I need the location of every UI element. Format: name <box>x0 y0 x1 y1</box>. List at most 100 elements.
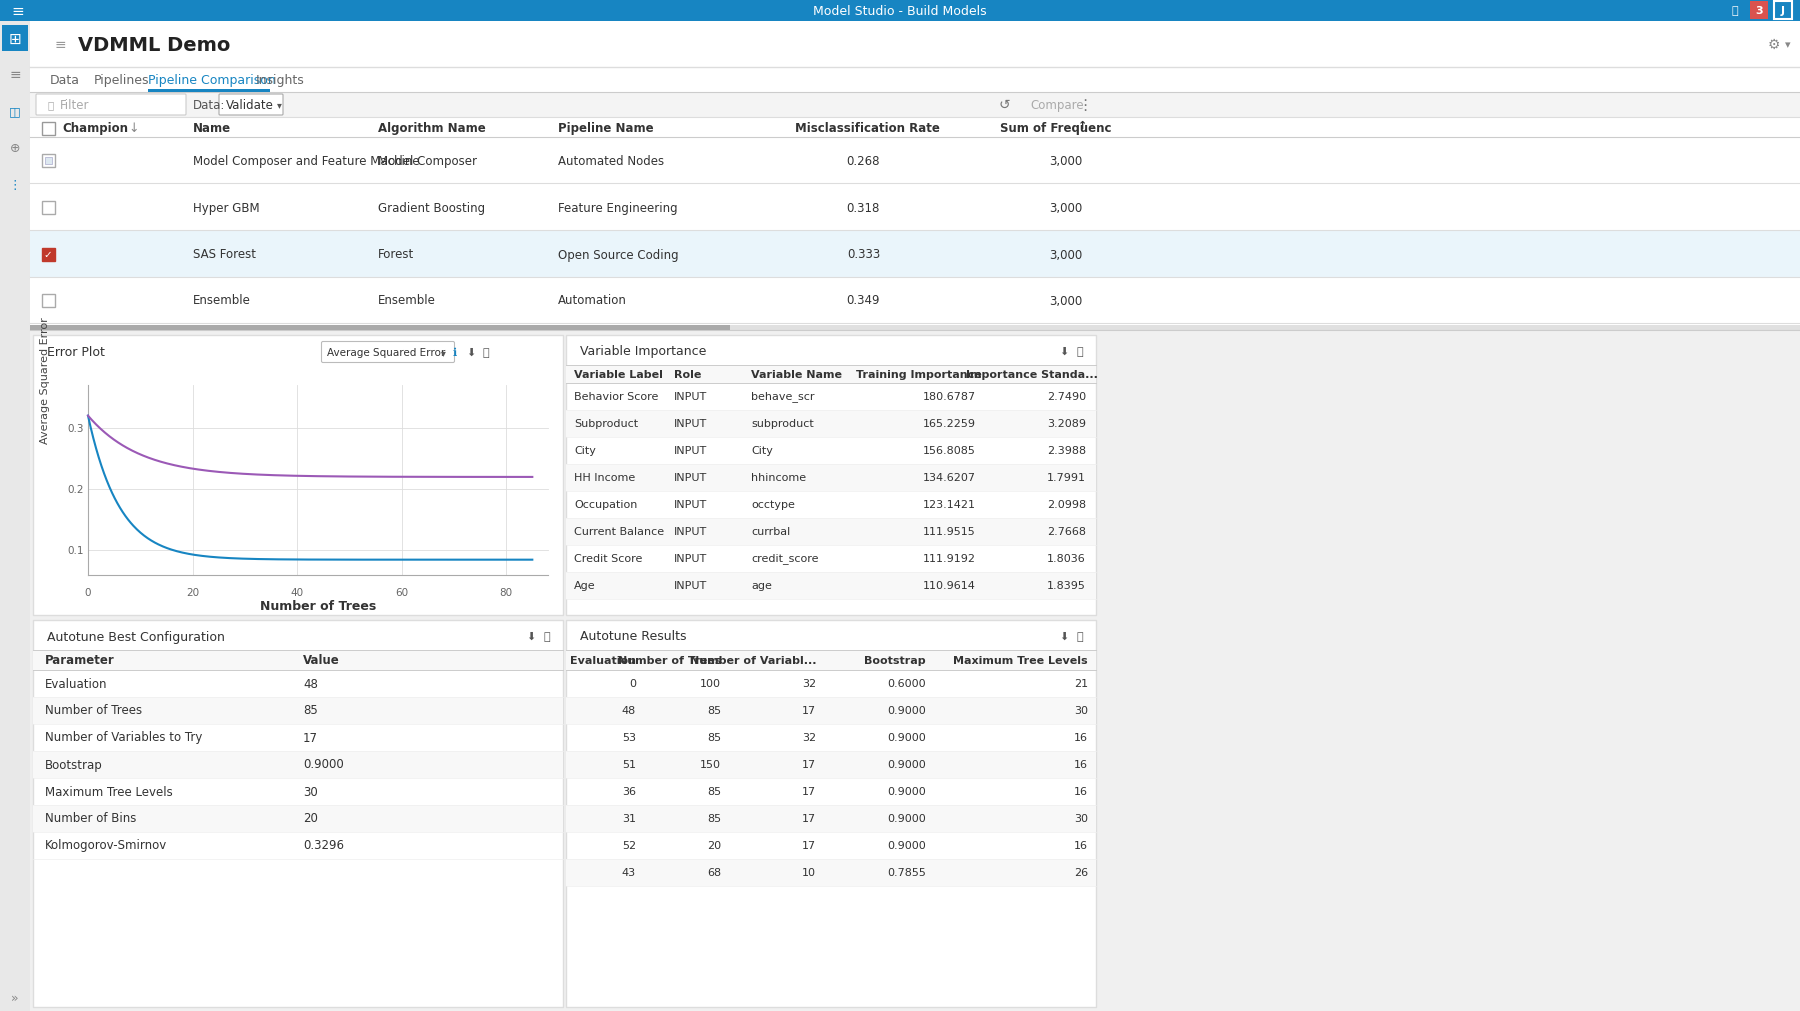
Text: Automation: Automation <box>558 294 626 307</box>
Text: Average Squared Error: Average Squared Error <box>328 348 445 358</box>
Text: 2.3988: 2.3988 <box>1048 446 1085 456</box>
Text: 1.8395: 1.8395 <box>1048 580 1085 590</box>
Text: 80: 80 <box>500 587 513 598</box>
Text: Number of Variables to Try: Number of Variables to Try <box>45 731 202 744</box>
Text: 85: 85 <box>707 706 722 716</box>
Bar <box>41 155 56 168</box>
FancyBboxPatch shape <box>36 95 185 116</box>
Text: Autotune Best Configuration: Autotune Best Configuration <box>47 630 225 643</box>
Text: 134.6207: 134.6207 <box>923 472 976 482</box>
Text: Bootstrap: Bootstrap <box>864 655 925 665</box>
Text: 123.1421: 123.1421 <box>923 499 976 510</box>
Text: 0.318: 0.318 <box>846 201 880 214</box>
Bar <box>31 326 1800 331</box>
Text: 85: 85 <box>707 787 722 797</box>
Text: 51: 51 <box>623 759 635 769</box>
Text: Data: Data <box>50 74 79 86</box>
Text: Ensemble: Ensemble <box>378 294 436 307</box>
Text: Age: Age <box>574 580 596 590</box>
Bar <box>565 366 1096 383</box>
Text: 85: 85 <box>302 704 319 717</box>
Text: 21: 21 <box>1075 678 1087 688</box>
Text: 0: 0 <box>85 587 92 598</box>
Text: INPUT: INPUT <box>673 472 707 482</box>
Text: 40: 40 <box>290 587 304 598</box>
FancyBboxPatch shape <box>322 342 454 363</box>
Text: 30: 30 <box>302 785 319 798</box>
Text: 85: 85 <box>707 732 722 742</box>
Bar <box>31 68 1800 93</box>
Text: 165.2259: 165.2259 <box>923 419 976 429</box>
Text: currbal: currbal <box>751 527 790 537</box>
Text: 10: 10 <box>803 867 815 878</box>
Bar <box>32 621 563 1007</box>
Text: 48: 48 <box>302 676 319 690</box>
Text: INPUT: INPUT <box>673 580 707 590</box>
Text: 0.6000: 0.6000 <box>887 678 925 688</box>
Bar <box>41 249 56 262</box>
Text: 16: 16 <box>1075 732 1087 742</box>
Text: 0.3: 0.3 <box>68 424 85 434</box>
Text: 17: 17 <box>801 813 815 823</box>
Text: behave_scr: behave_scr <box>751 391 814 402</box>
Bar <box>565 621 1096 1007</box>
Text: 0.9000: 0.9000 <box>887 759 925 769</box>
Text: 53: 53 <box>623 732 635 742</box>
Bar <box>32 805 563 832</box>
Text: City: City <box>574 446 596 456</box>
Text: Variable Label: Variable Label <box>574 370 662 379</box>
Text: 3,000: 3,000 <box>1049 294 1082 307</box>
Text: INPUT: INPUT <box>673 527 707 537</box>
Text: Maximum Tree Levels: Maximum Tree Levels <box>954 655 1087 665</box>
Bar <box>148 90 270 93</box>
Text: INPUT: INPUT <box>673 419 707 429</box>
Text: INPUT: INPUT <box>673 446 707 456</box>
Text: Number of Bins: Number of Bins <box>45 812 137 825</box>
Text: 20: 20 <box>302 812 319 825</box>
Bar <box>31 118 1800 328</box>
Text: Current Balance: Current Balance <box>574 527 664 537</box>
Text: Validate: Validate <box>227 98 274 111</box>
Text: ↑: ↑ <box>1078 121 1087 130</box>
Text: 2.0998: 2.0998 <box>1048 499 1085 510</box>
Text: 32: 32 <box>801 732 815 742</box>
Bar <box>32 336 563 616</box>
Text: Number of Trees: Number of Trees <box>45 704 142 717</box>
Text: City: City <box>751 446 772 456</box>
Text: ⚙: ⚙ <box>1768 38 1780 52</box>
Bar <box>565 698 1096 724</box>
Text: 32: 32 <box>801 678 815 688</box>
Text: ℹ: ℹ <box>454 348 457 358</box>
Text: 17: 17 <box>801 787 815 797</box>
Text: Maximum Tree Levels: Maximum Tree Levels <box>45 785 173 798</box>
Text: Training Importance: Training Importance <box>857 370 981 379</box>
Bar <box>565 572 1096 600</box>
Text: ↓: ↓ <box>128 121 139 134</box>
Text: Misclassification Rate: Misclassification Rate <box>796 121 940 134</box>
Text: Pipeline Comparison: Pipeline Comparison <box>148 74 275 86</box>
Text: 52: 52 <box>621 840 635 850</box>
Text: 1.7991: 1.7991 <box>1048 472 1085 482</box>
Bar <box>32 650 563 670</box>
Bar <box>31 331 1800 1011</box>
Text: Role: Role <box>673 370 702 379</box>
Text: Evaluation: Evaluation <box>571 655 635 665</box>
Text: INPUT: INPUT <box>673 499 707 510</box>
Bar <box>45 158 52 165</box>
Text: ▾: ▾ <box>277 100 283 110</box>
Text: 43: 43 <box>621 867 635 878</box>
Text: SAS Forest: SAS Forest <box>193 249 256 261</box>
Bar <box>565 751 1096 778</box>
Bar <box>1750 2 1768 20</box>
Text: Forest: Forest <box>378 249 414 261</box>
Text: 3,000: 3,000 <box>1049 201 1082 214</box>
Text: ⛶: ⛶ <box>1076 347 1084 357</box>
Text: Kolmogorov-Smirnov: Kolmogorov-Smirnov <box>45 839 167 851</box>
FancyBboxPatch shape <box>220 95 283 116</box>
Bar <box>0 0 1800 22</box>
Bar <box>41 202 56 214</box>
Text: 60: 60 <box>394 587 409 598</box>
Text: ⛶: ⛶ <box>482 348 490 358</box>
Text: 0.2: 0.2 <box>68 484 85 494</box>
Text: ⬇: ⬇ <box>1060 632 1069 641</box>
